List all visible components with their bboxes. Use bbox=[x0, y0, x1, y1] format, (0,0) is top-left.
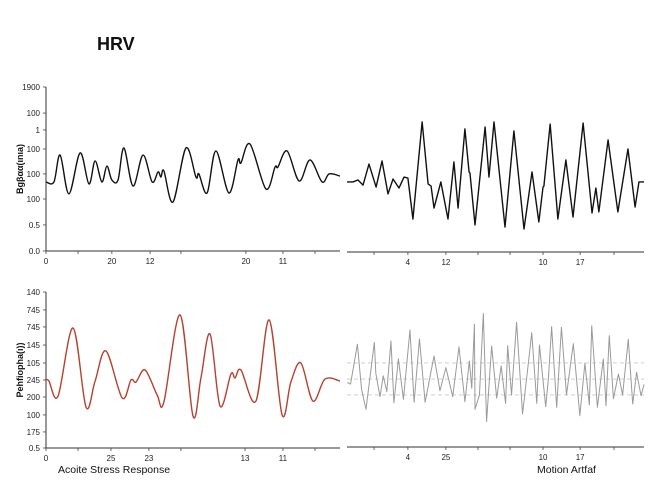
y-axis-label: Pehfiopha(ı)) bbox=[15, 343, 25, 398]
y-tick-label: 100 bbox=[27, 411, 41, 420]
x-tick-label: 25 bbox=[441, 453, 450, 462]
series-line-bottom-right bbox=[347, 312, 645, 423]
y-tick-label: 200 bbox=[27, 393, 41, 402]
y-tick-label: 140 bbox=[27, 288, 41, 297]
y-tick-label: 100 bbox=[27, 195, 41, 204]
x-tick-label: 0 bbox=[44, 454, 49, 463]
y-tick-label: 100 bbox=[27, 170, 41, 179]
x-tick-label: 4 bbox=[406, 453, 411, 462]
x-tick-label: 25 bbox=[107, 454, 116, 463]
x-tick-label: 12 bbox=[441, 258, 450, 267]
y-tick-label: 100 bbox=[27, 109, 41, 118]
panel-top-left: 0 20 12 20 11 0.0 0.5 100 100 100 1 100 1900 Bgβαα(ιn… bbox=[15, 83, 341, 266]
series-line-bottom-left bbox=[45, 314, 341, 419]
series-line-top-right bbox=[347, 121, 644, 230]
panel-top-right: 4 12 10 17 bbox=[347, 121, 644, 267]
y-tick-label: 145 bbox=[27, 341, 41, 350]
x-tick-label: 10 bbox=[539, 453, 548, 462]
y-tick-label: 1900 bbox=[22, 83, 40, 92]
x-tick-label: 17 bbox=[576, 453, 585, 462]
y-tick-label: 105 bbox=[27, 359, 41, 368]
y-tick-label: 0.5 bbox=[29, 221, 41, 230]
y-tick-label: 1 bbox=[36, 126, 41, 135]
panel-caption: Acoite Stress Response bbox=[58, 464, 170, 476]
x-tick-label: 12 bbox=[146, 257, 155, 266]
x-tick-label: 0 bbox=[44, 257, 49, 266]
x-tick-label: 20 bbox=[107, 257, 116, 266]
y-tick-label: 245 bbox=[27, 376, 41, 385]
x-tick-label: 23 bbox=[144, 454, 153, 463]
panel-bottom-right: 4 25 10 17 Motion Artfaf bbox=[347, 312, 645, 476]
y-tick-label: 0.5 bbox=[29, 444, 41, 453]
x-tick-label: 11 bbox=[279, 454, 288, 463]
y-axis-label: Bgβαα(ιnιa) bbox=[15, 144, 25, 194]
x-tick-label: 11 bbox=[279, 257, 288, 266]
y-tick-label: 175 bbox=[27, 428, 41, 437]
x-tick-label: 4 bbox=[406, 258, 411, 267]
panel-bottom-left: 0 25 23 13 11 0.5 175 100 200 245 105 145 745 745 140 P… bbox=[15, 288, 341, 476]
y-tick-label: 745 bbox=[27, 306, 41, 315]
y-tick-label: 745 bbox=[27, 323, 41, 332]
y-tick-label: 100 bbox=[27, 145, 41, 154]
x-tick-label: 10 bbox=[539, 258, 548, 267]
panel-caption: Motion Artfaf bbox=[537, 464, 596, 476]
chart-title: HRV bbox=[97, 34, 135, 54]
x-tick-label: 13 bbox=[241, 454, 250, 463]
x-tick-label: 20 bbox=[241, 257, 250, 266]
x-tick-label: 17 bbox=[576, 258, 585, 267]
series-line-top-left bbox=[45, 142, 341, 203]
y-tick-label: 0.0 bbox=[29, 247, 41, 256]
